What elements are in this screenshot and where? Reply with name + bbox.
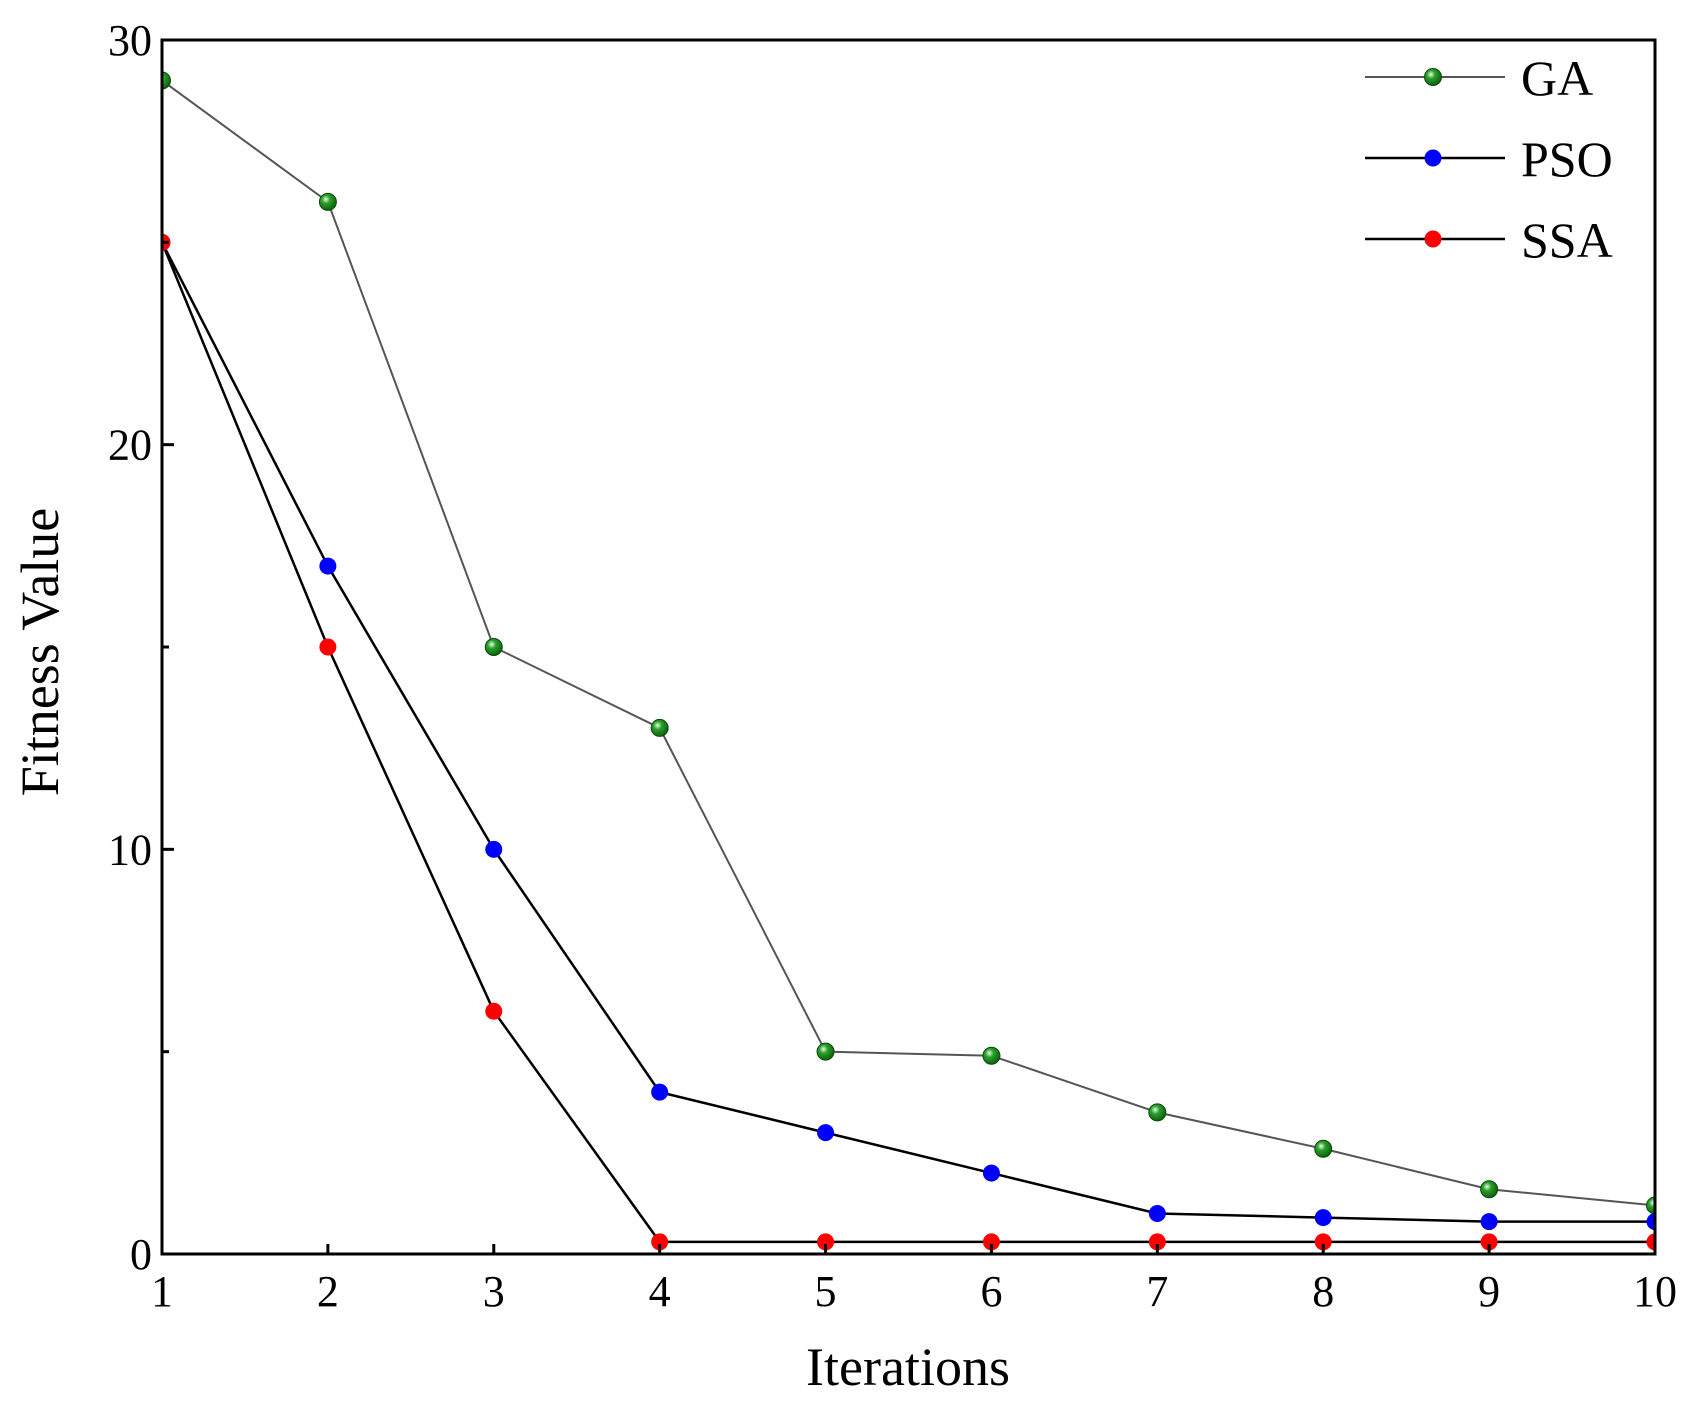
pso-point	[817, 1124, 835, 1142]
x-tick-label: 4	[649, 1267, 671, 1316]
ga-point	[816, 1042, 835, 1061]
ssa-point	[1148, 1233, 1166, 1251]
x-tick-label: 3	[483, 1267, 505, 1316]
legend-ssa-marker	[1424, 230, 1442, 248]
pso-point	[319, 557, 337, 575]
ga-point	[1148, 1103, 1167, 1122]
pso-point	[982, 1164, 1000, 1182]
legend-ga-label: GA	[1521, 50, 1593, 106]
x-tick-label: 10	[1633, 1267, 1677, 1316]
pso-point	[1148, 1205, 1166, 1223]
ssa-point	[1314, 1233, 1332, 1251]
ssa-point	[651, 1233, 669, 1251]
ssa-point	[817, 1233, 835, 1251]
ssa-point	[485, 1002, 503, 1020]
pso-series-line	[162, 241, 1655, 1223]
x-tick-label: 6	[980, 1267, 1002, 1316]
ga-point	[1480, 1180, 1499, 1199]
y-axis-title: Fitness Value	[10, 508, 70, 797]
plot-area	[162, 71, 1655, 1251]
axes: 1 2 3 4 5 6 7 8 9 10 0 10 20 30	[108, 16, 1677, 1316]
x-tick-label: 8	[1312, 1267, 1334, 1316]
x-tick-label: 2	[317, 1267, 339, 1316]
ga-point	[1314, 1139, 1333, 1158]
legend: GA PSO SSA	[1365, 50, 1613, 268]
x-tick-label: 5	[815, 1267, 837, 1316]
ssa-series-line	[162, 241, 1655, 1244]
ga-point	[484, 638, 503, 656]
pso-point	[1480, 1213, 1498, 1231]
y-tick-label: 0	[130, 1230, 152, 1279]
legend-pso-marker	[1424, 149, 1442, 167]
legend-ga-marker	[1424, 68, 1442, 86]
ssa-point	[982, 1233, 1000, 1251]
ga-point	[318, 192, 337, 211]
x-tick-label: 1	[151, 1267, 173, 1316]
ga-point	[1646, 1196, 1655, 1215]
plot-frame	[160, 38, 1657, 1256]
ssa-point	[1646, 1233, 1655, 1251]
legend-pso-label: PSO	[1521, 131, 1613, 187]
x-tick-label: 9	[1478, 1267, 1500, 1316]
y-tick-label: 10	[108, 825, 152, 874]
pso-point	[1314, 1209, 1332, 1227]
legend-ssa-label: SSA	[1521, 212, 1613, 268]
pso-point	[485, 840, 503, 858]
pso-point	[1646, 1213, 1655, 1231]
x-axis-title: Iterations	[806, 1337, 1010, 1397]
ga-point	[162, 71, 171, 90]
y-tick-label: 30	[108, 16, 152, 65]
ga-point	[650, 718, 669, 737]
pso-point	[651, 1083, 669, 1101]
ga-series-line	[162, 79, 1655, 1207]
ga-point	[982, 1046, 1001, 1065]
x-tick-label: 7	[1146, 1267, 1168, 1316]
ssa-point	[319, 638, 337, 656]
y-tick-label: 20	[108, 421, 152, 470]
ssa-point	[1480, 1233, 1498, 1251]
